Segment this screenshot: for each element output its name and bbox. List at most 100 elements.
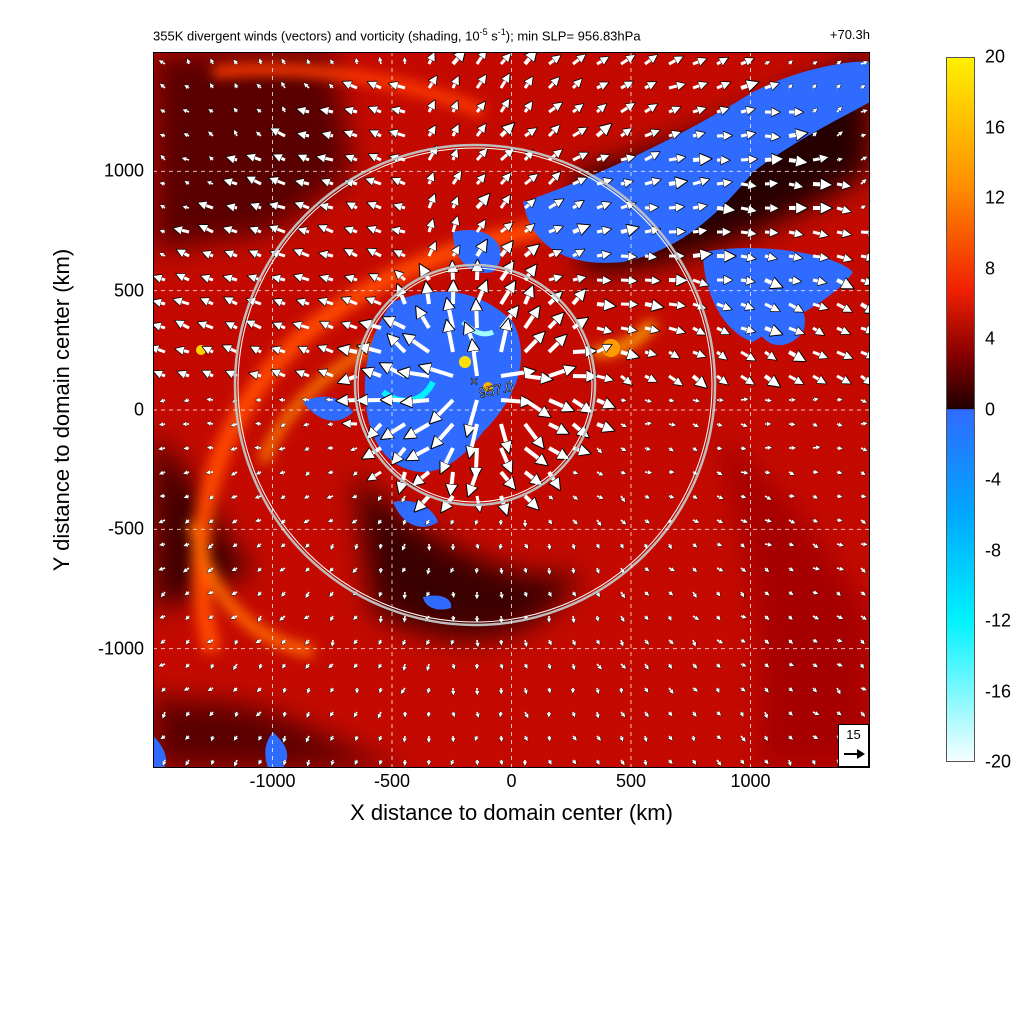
wind-vector xyxy=(184,207,190,208)
wind-vector xyxy=(549,663,550,668)
wind-vector xyxy=(716,59,726,64)
wind-vector xyxy=(369,299,382,304)
wind-vector xyxy=(476,447,477,475)
wind-vector xyxy=(205,253,214,256)
wind-vector xyxy=(523,470,539,483)
wind-vector xyxy=(331,543,333,549)
wind-vector xyxy=(272,179,286,184)
wind-vector xyxy=(476,735,478,740)
wind-vector xyxy=(453,152,456,161)
wind-vector xyxy=(861,640,864,643)
wind-vector xyxy=(380,759,381,764)
wind-vector xyxy=(306,472,309,475)
wind-vector xyxy=(740,520,746,522)
wind-vector xyxy=(861,472,864,474)
wind-vector xyxy=(229,206,238,208)
wind-vector xyxy=(282,60,285,65)
wind-vector xyxy=(645,592,648,595)
wind-vector xyxy=(348,277,358,280)
wind-vector xyxy=(390,337,407,354)
wind-vector xyxy=(860,400,866,402)
wind-vector xyxy=(691,374,704,385)
wind-vector xyxy=(405,59,406,65)
wind-vector xyxy=(620,256,634,257)
wind-vector xyxy=(621,639,623,645)
wind-vector xyxy=(572,251,582,256)
wind-vector xyxy=(740,232,754,234)
wind-vector xyxy=(153,348,166,353)
wind-vector xyxy=(644,448,650,450)
wind-vector xyxy=(765,592,768,595)
wind-vector xyxy=(429,128,434,137)
wind-vector xyxy=(860,352,870,357)
wind-vector xyxy=(347,251,358,257)
wind-vector xyxy=(280,615,286,620)
wind-vector xyxy=(644,256,654,257)
wind-vector xyxy=(621,615,624,621)
wind-vector xyxy=(620,105,632,114)
wind-vector xyxy=(836,159,841,160)
wind-vector xyxy=(320,157,334,160)
wind-vector xyxy=(234,61,237,64)
wind-vector xyxy=(812,520,817,522)
wind-vector xyxy=(716,304,729,308)
wind-vector xyxy=(297,276,310,280)
wind-vector xyxy=(259,615,261,621)
wind-vector xyxy=(548,201,561,210)
wind-vector xyxy=(692,328,703,333)
wind-vector xyxy=(740,472,747,473)
wind-vector xyxy=(741,591,743,596)
wind-vector xyxy=(235,759,237,765)
x-tick-label: -1000 xyxy=(249,771,296,791)
wind-vector xyxy=(332,759,333,764)
wind-vector xyxy=(837,85,840,88)
wind-vector xyxy=(572,106,581,114)
wind-vector xyxy=(764,495,770,499)
wind-vector xyxy=(232,424,238,426)
wind-vector xyxy=(693,544,696,547)
wind-vector xyxy=(812,592,817,593)
wind-vector xyxy=(160,61,166,64)
wind-vector xyxy=(257,711,262,716)
wind-vector xyxy=(717,736,720,738)
wind-vector xyxy=(379,520,381,523)
wind-vector xyxy=(305,424,310,425)
wind-vector xyxy=(524,201,533,210)
wind-vector xyxy=(523,152,531,161)
wind-vector xyxy=(186,616,189,619)
wind-vector xyxy=(453,79,457,89)
wind-vector xyxy=(692,109,703,112)
wind-vector xyxy=(523,422,541,445)
wind-vector xyxy=(788,520,794,523)
wind-vector xyxy=(372,132,382,136)
wind-vector xyxy=(308,687,309,692)
wind-vector xyxy=(380,591,381,596)
wind-vector xyxy=(596,400,611,406)
wind-vector xyxy=(283,664,285,667)
wind-vector xyxy=(836,232,848,234)
wind-vector xyxy=(547,174,558,186)
wind-vector xyxy=(789,759,791,765)
wind-vector xyxy=(187,640,190,643)
wind-vector xyxy=(549,591,551,596)
wind-vector xyxy=(257,520,262,521)
wind-vector xyxy=(716,208,731,210)
wind-vector xyxy=(596,254,608,256)
wind-vector xyxy=(668,687,673,693)
wind-vector xyxy=(788,160,803,162)
wind-vector xyxy=(447,324,453,353)
wind-vector xyxy=(572,472,577,473)
wind-vector xyxy=(668,58,680,66)
wind-vector xyxy=(764,328,778,333)
wind-vector xyxy=(475,222,484,233)
wind-vector xyxy=(323,277,334,280)
wind-vector xyxy=(597,640,599,644)
wind-vector xyxy=(523,398,547,415)
wind-vector xyxy=(668,207,681,208)
wind-vector xyxy=(621,735,622,740)
wind-vector xyxy=(572,56,583,66)
wind-vector xyxy=(620,280,634,281)
wind-vector xyxy=(282,83,285,89)
wind-vector xyxy=(668,352,677,357)
wind-vector xyxy=(253,205,262,208)
